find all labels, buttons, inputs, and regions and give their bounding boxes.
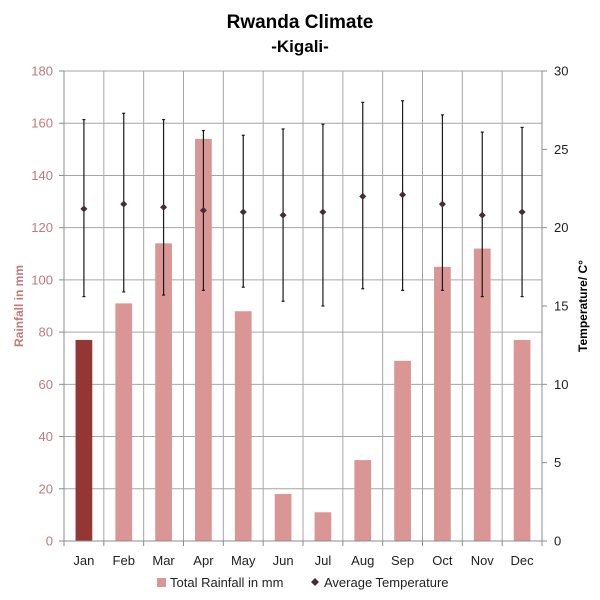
legend-rainfall-swatch bbox=[157, 578, 166, 587]
left-tick-label: 80 bbox=[39, 325, 53, 340]
x-tick-label-nov: Nov bbox=[471, 553, 495, 568]
rainfall-bars bbox=[75, 138, 531, 542]
x-tick-label-jul: Jul bbox=[315, 553, 332, 568]
rainfall-bar-aug bbox=[354, 460, 372, 541]
left-tick-label: 20 bbox=[39, 481, 53, 496]
legend-temperature-marker bbox=[311, 578, 319, 586]
left-tick-label: 180 bbox=[31, 64, 53, 79]
rainfall-bar-nov bbox=[473, 248, 491, 542]
temperature-point-jan bbox=[80, 205, 88, 213]
x-tick-label-oct: Oct bbox=[432, 553, 453, 568]
rainfall-bar-dec bbox=[513, 339, 531, 541]
x-tick-label-aug: Aug bbox=[351, 553, 374, 568]
temperature-point-jun bbox=[279, 211, 287, 219]
right-tick-label: 0 bbox=[554, 534, 561, 549]
x-tick-label-jun: Jun bbox=[273, 553, 294, 568]
legend-temperature-label: Average Temperature bbox=[324, 575, 449, 590]
x-tick-label-mar: Mar bbox=[152, 553, 175, 568]
rainfall-bar-jul bbox=[314, 512, 332, 541]
temperature-point-mar bbox=[160, 203, 168, 211]
temperature-point-oct bbox=[438, 200, 446, 208]
right-tick-label: 20 bbox=[554, 220, 568, 235]
rainfall-bar-feb bbox=[115, 303, 133, 541]
temperature-point-may bbox=[239, 208, 247, 216]
legend: Total Rainfall in mm Average Temperature bbox=[157, 575, 449, 590]
rainfall-bar-oct bbox=[434, 266, 451, 541]
chart-title: Rwanda Climate bbox=[227, 12, 374, 33]
rainfall-bar-apr bbox=[195, 138, 212, 541]
rainfall-bar-sep bbox=[394, 360, 411, 541]
temperature-point-aug bbox=[359, 192, 367, 200]
x-tick-label-feb: Feb bbox=[113, 553, 135, 568]
left-tick-label: 100 bbox=[31, 272, 53, 287]
left-tick-label: 40 bbox=[39, 429, 53, 444]
rainfall-bar-jun bbox=[274, 494, 292, 541]
x-tick-label-sep: Sep bbox=[391, 553, 414, 568]
right-axis-label: Temperature/ C° bbox=[576, 260, 590, 352]
x-tick-label-may: May bbox=[231, 553, 256, 568]
rainfall-bar-jan bbox=[75, 339, 93, 541]
x-tick-label-apr: Apr bbox=[193, 553, 214, 568]
x-tick-label-jan: Jan bbox=[73, 553, 94, 568]
gridlines bbox=[63, 70, 543, 542]
left-tick-label: 60 bbox=[39, 377, 53, 392]
right-tick-label: 30 bbox=[554, 64, 568, 79]
x-tick-label-dec: Dec bbox=[511, 553, 535, 568]
right-axis-ticks: 0 5 10 15 20 25 30 bbox=[554, 64, 568, 549]
temperature-point-nov bbox=[478, 211, 486, 219]
right-tick-label: 5 bbox=[554, 455, 561, 470]
temperature-point-sep bbox=[399, 191, 407, 199]
temperature-point-apr bbox=[199, 206, 207, 214]
x-axis-ticks: Jan Feb Mar Apr May Jun Jul Aug Sep Oct Nov Dec bbox=[73, 553, 534, 568]
chart-subtitle: -Kigali- bbox=[271, 37, 329, 56]
right-tick-label: 10 bbox=[554, 377, 568, 392]
left-tick-label: 140 bbox=[31, 168, 53, 183]
axes bbox=[59, 70, 547, 546]
left-tick-label: 160 bbox=[31, 116, 53, 131]
left-tick-label: 120 bbox=[31, 220, 53, 235]
left-axis-ticks: 0 20 40 60 80 100 120 140 160 180 bbox=[31, 64, 53, 549]
legend-rainfall-label: Total Rainfall in mm bbox=[170, 575, 283, 590]
rainfall-bar-may bbox=[234, 311, 252, 541]
temperature-error-bars bbox=[80, 100, 526, 307]
left-axis-label: Rainfall in mm bbox=[12, 265, 26, 347]
right-tick-label: 15 bbox=[554, 299, 568, 314]
temperature-point-feb bbox=[120, 200, 128, 208]
temperature-point-jul bbox=[319, 208, 327, 216]
left-tick-label: 0 bbox=[46, 534, 53, 549]
right-tick-label: 25 bbox=[554, 142, 568, 157]
temperature-point-dec bbox=[518, 208, 526, 216]
rainfall-bar-mar bbox=[155, 243, 172, 542]
